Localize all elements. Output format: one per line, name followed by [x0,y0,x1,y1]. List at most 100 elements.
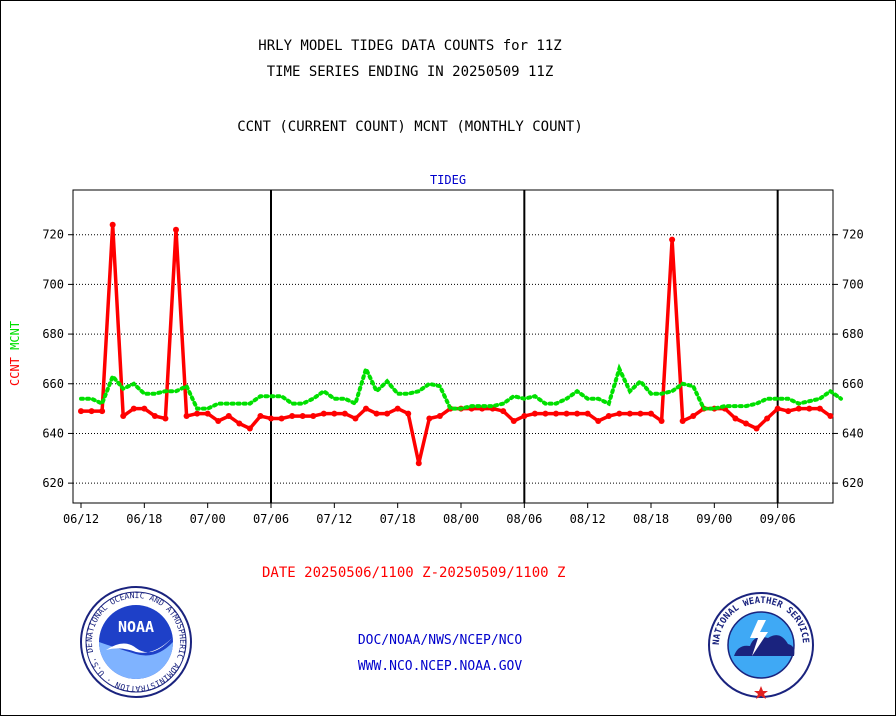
ccnt-point [648,410,654,417]
ccnt-point [563,410,570,417]
ccnt-point [257,413,264,420]
plot-area [72,189,834,504]
ccnt-point [331,410,338,417]
ccnt-point [215,418,222,425]
ccnt-point [795,405,802,412]
ccnt-point [436,413,443,420]
chart-header-line-2: TIME SERIES ENDING IN 20250509 11Z [266,64,554,80]
mcnt-axis-label-part: MCNT [8,321,22,357]
website-link[interactable]: WWW.NCO.NCEP.NOAA.GOV [357,659,523,674]
ccnt-point [743,420,749,427]
series-layer [78,221,843,467]
x-tick-label: 07/12 [316,512,352,526]
ccnt-point [637,410,644,417]
ccnt-point [299,413,306,420]
ccnt-point [394,405,401,412]
ccnt-axis-label-part: CCNT [8,357,22,386]
agency-credit: DOC/NOAA/NWS/NCEP/NCO [357,633,523,648]
y-tick-label-left: 660 [42,377,64,391]
ccnt-point [669,236,676,243]
x-tick-label: 06/18 [126,512,162,526]
y-tick-label-left: 680 [42,327,64,341]
x-tick-label: 08/18 [633,512,669,526]
x-tick-label: 09/06 [760,512,796,526]
ccnt-point [88,408,95,415]
ccnt-point [384,410,391,417]
date-range-label: DATE 20250506/1100 Z-20250509/1100 Z [262,565,566,581]
noaa-logo: NATIONAL OCEANIC AND ATMOSPHERIC ADMINIS… [76,582,192,698]
y-axis-label: CCNT MCNT [8,321,22,386]
x-tick-label: 07/00 [190,512,226,526]
ccnt-point [363,405,369,412]
ccnt-point [225,413,232,420]
ccnt-point [183,413,190,420]
x-tick-label: 06/12 [63,512,99,526]
ccnt-point [690,413,697,420]
nws-logo: NATIONAL WEATHER SERVICE [708,592,814,699]
x-tick-label: 08/06 [506,512,542,526]
y-tick-label-right: 720 [842,228,864,242]
ccnt-point [78,408,84,415]
chart-header-line-1: HRLY MODEL TIDEG DATA COUNTS for 11Z [258,38,562,54]
y-tick-label-right: 700 [842,277,864,291]
ccnt-point [542,410,549,417]
ccnt-point [405,410,412,417]
y-tick-label-left: 700 [42,277,64,291]
ccnt-point [626,410,633,417]
ccnt-point [732,415,739,422]
ccnt-point [521,413,528,420]
ccnt-point [278,415,285,422]
y-tick-label-left: 640 [42,426,64,440]
y-tick-label-left: 620 [42,476,64,490]
y-tick-label-right: 640 [842,426,864,440]
y-tick-label-left: 720 [42,228,64,242]
ccnt-point [268,415,274,422]
ccnt-point [162,415,169,422]
ccnt-point [658,418,665,425]
svg-text:NOAA: NOAA [118,618,154,636]
ccnt-point [816,405,823,412]
ccnt-point [173,226,179,233]
x-tick-label: 08/12 [570,512,606,526]
ccnt-point [141,405,148,412]
ccnt-point [679,418,686,425]
ccnt-point [289,413,296,420]
axis-layer: 620 620 640 640 660 660 680 680 700 700 720 720 06/1… [42,228,863,526]
ccnt-point [310,413,317,420]
grid-layer [73,190,833,503]
ccnt-point [130,405,137,412]
y-tick-label-right: 680 [842,327,864,341]
ccnt-point [806,405,813,412]
ccnt-point [531,410,538,417]
ccnt-point [194,410,201,417]
ccnt-point [352,415,359,422]
x-tick-label: 08/00 [443,512,479,526]
ccnt-point [204,410,211,417]
ccnt-point [595,418,602,425]
ccnt-point [320,410,327,417]
ccnt-point [584,410,591,417]
ccnt-point [574,410,581,417]
ccnt-point [246,425,253,432]
chart-title: TIDEG [430,173,466,187]
ccnt-point [774,405,781,412]
ccnt-point [415,460,422,467]
x-tick-label: 07/18 [380,512,416,526]
y-tick-label-right: 620 [842,476,864,490]
ccnt-point [605,413,612,420]
x-tick-label: 09/00 [696,512,732,526]
ccnt-point [764,415,771,422]
ccnt-point [616,410,623,417]
ccnt-point [553,410,559,417]
ccnt-point [426,415,433,422]
ccnt-point [785,408,792,415]
ccnt-point [827,413,834,420]
ccnt-point [341,410,348,417]
ccnt-point [753,425,760,432]
ccnt-point [151,413,158,420]
y-tick-label-right: 660 [842,377,864,391]
ccnt-point [120,413,127,420]
chart-header-line-3: CCNT (CURRENT COUNT) MCNT (MONTHLY COUNT… [237,119,583,135]
ccnt-point [500,408,507,415]
